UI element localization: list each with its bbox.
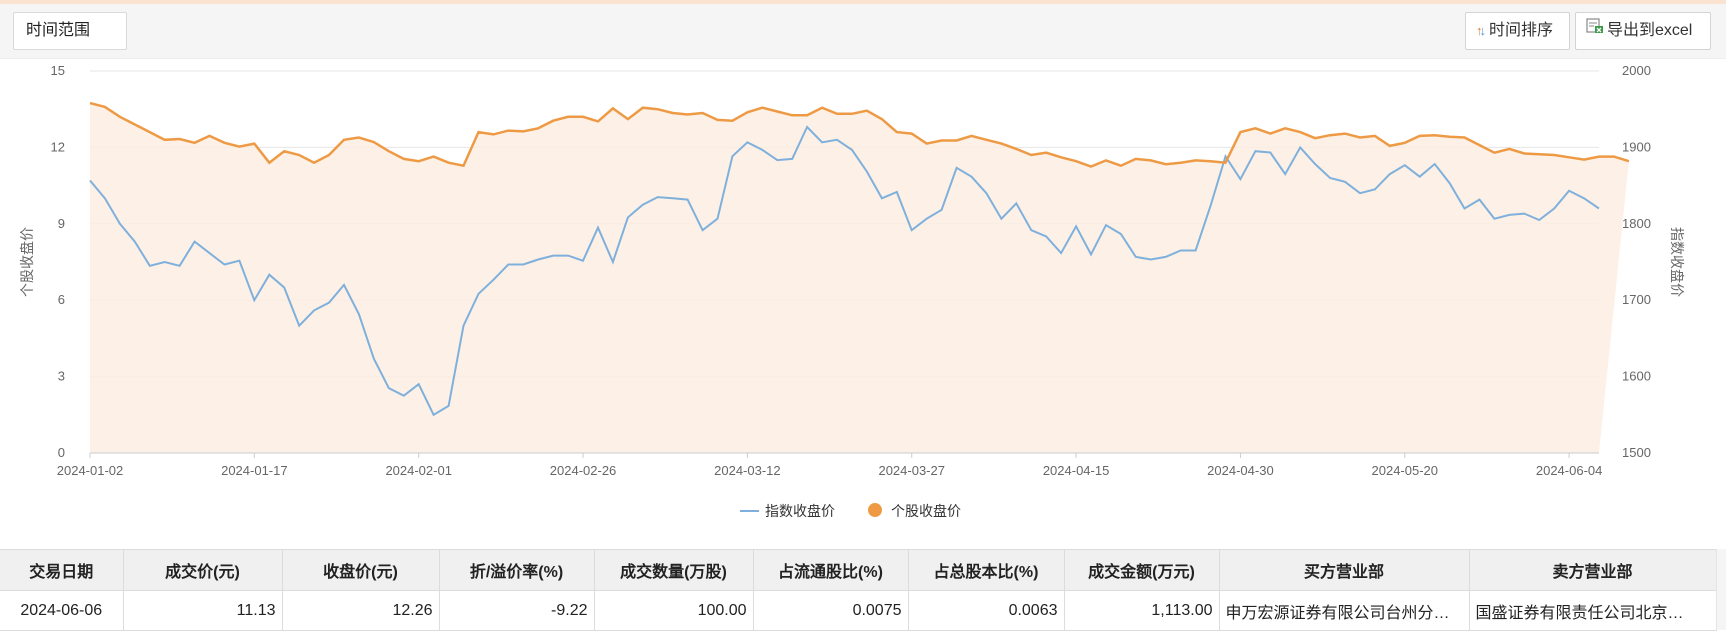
x-tick-label: 2024-01-17 xyxy=(221,463,288,478)
col-deal-price[interactable]: 成交价(元) xyxy=(123,550,283,591)
export-excel-button[interactable]: 导出到excel xyxy=(1575,12,1711,50)
time-sort-button[interactable]: ↑↓ 时间排序 xyxy=(1465,12,1570,50)
cell-deal-price: 11.13 xyxy=(123,590,283,631)
x-tick-label: 2024-02-01 xyxy=(385,463,452,478)
col-premium-rate[interactable]: 折/溢价率(%) xyxy=(439,550,595,591)
cell-buyer-branch[interactable]: 申万宏源证券有限公司台州分… xyxy=(1219,590,1470,631)
time-range-label: 时间范围 xyxy=(26,22,91,39)
legend-stock-marker xyxy=(868,503,882,517)
left-tick-label: 6 xyxy=(58,292,65,307)
col-close-price[interactable]: 收盘价(元) xyxy=(282,550,440,591)
price-comparison-chart: 0 3 6 9 12 15 1500 1600 1700 1800 1900 2000 2024-01-… xyxy=(19,63,1685,519)
x-tick-label: 2024-06-04 xyxy=(1536,463,1603,478)
cell-amount: 1,113.00 xyxy=(1064,590,1220,631)
toolbar: 时间范围 ↑↓ 时间排序 导出到excel xyxy=(0,4,1726,59)
left-tick-label: 9 xyxy=(58,216,65,231)
left-tick-label: 0 xyxy=(58,445,65,460)
right-tick-label: 1800 xyxy=(1622,216,1651,231)
cell-volume: 100.00 xyxy=(594,590,754,631)
legend-item-stock[interactable]: 个股收盘价 xyxy=(868,503,961,519)
legend: 指数收盘价 个股收盘价 xyxy=(740,503,961,519)
stock-close-area xyxy=(90,103,1629,453)
time-sort-label: 时间排序 xyxy=(1489,22,1554,40)
col-buyer-branch[interactable]: 买方营业部 xyxy=(1219,550,1470,591)
cell-seller-branch[interactable]: 国盛证券有限责任公司北京… xyxy=(1469,590,1717,631)
time-range-button[interactable]: 时间范围 xyxy=(13,12,127,50)
table-header-row: 交易日期 成交价(元) 收盘价(元) 折/溢价率(%) 成交数量(万股) 占流通… xyxy=(0,550,1717,591)
block-trade-table: 交易日期 成交价(元) 收盘价(元) 折/溢价率(%) 成交数量(万股) 占流通… xyxy=(0,549,1717,631)
right-tick-label: 1600 xyxy=(1622,369,1651,384)
table-row[interactable]: 2024-06-06 11.13 12.26 -9.22 100.00 0.00… xyxy=(0,590,1717,631)
col-seller-branch[interactable]: 卖方营业部 xyxy=(1469,550,1717,591)
right-tick-label: 1700 xyxy=(1622,292,1651,307)
legend-item-index[interactable]: 指数收盘价 xyxy=(740,503,835,519)
sort-arrows-icon: ↑↓ xyxy=(1476,23,1486,38)
right-tick-label: 2000 xyxy=(1622,63,1651,78)
cell-total-share-ratio: 0.0063 xyxy=(908,590,1065,631)
x-tick-label: 2024-03-12 xyxy=(714,463,781,478)
left-tick-label: 3 xyxy=(58,369,65,384)
legend-index-label: 指数收盘价 xyxy=(765,503,835,519)
x-tick-label: 2024-04-15 xyxy=(1043,463,1110,478)
cell-close-price: 12.26 xyxy=(282,590,440,631)
col-float-share-ratio[interactable]: 占流通股比(%) xyxy=(753,550,909,591)
legend-stock-label: 个股收盘价 xyxy=(891,503,961,519)
excel-export-icon xyxy=(1586,13,1604,49)
cell-float-share-ratio: 0.0075 xyxy=(753,590,909,631)
axis-layer: 0 3 6 9 12 15 1500 1600 1700 1800 1900 2000 2024-01-… xyxy=(51,63,1651,478)
x-tick-label: 2024-03-27 xyxy=(878,463,945,478)
top-accent-strip xyxy=(0,0,1726,4)
x-tick-label: 2024-04-30 xyxy=(1207,463,1274,478)
left-tick-label: 12 xyxy=(51,139,65,154)
col-total-share-ratio[interactable]: 占总股本比(%) xyxy=(908,550,1065,591)
table-scrollbar[interactable] xyxy=(1716,549,1726,630)
cell-premium-rate: -9.22 xyxy=(439,590,595,631)
right-tick-label: 1500 xyxy=(1622,445,1651,460)
stock-close-line xyxy=(89,101,1630,168)
left-axis-title: 个股收盘价 xyxy=(19,227,35,297)
col-amount[interactable]: 成交金额(万元) xyxy=(1064,550,1220,591)
x-tick-label: 2024-01-02 xyxy=(57,463,124,478)
left-tick-label: 15 xyxy=(51,63,65,78)
export-excel-label: 导出到excel xyxy=(1607,22,1693,40)
col-trade-date[interactable]: 交易日期 xyxy=(0,550,124,591)
x-tick-label: 2024-05-20 xyxy=(1372,463,1439,478)
cell-trade-date: 2024-06-06 xyxy=(0,590,124,631)
right-tick-label: 1900 xyxy=(1622,139,1651,154)
col-volume[interactable]: 成交数量(万股) xyxy=(594,550,754,591)
index-close-line xyxy=(89,125,1600,417)
x-tick-label: 2024-02-26 xyxy=(550,463,617,478)
right-axis-title: 指数收盘价 xyxy=(1669,227,1685,297)
